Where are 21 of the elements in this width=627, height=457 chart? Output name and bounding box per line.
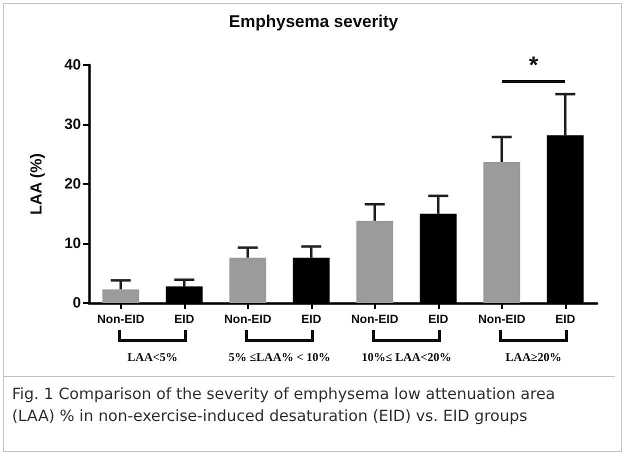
x-tick-label: EID (301, 312, 322, 326)
x-tick-label: EID (428, 312, 449, 326)
y-axis-title: LAA (%) (28, 153, 46, 215)
caption: Fig. 1 Comparison of the severity of emphysema low attenuation area (LAA) % in non-exercise-induced desaturation (EID) vs. EID groups (4, 376, 615, 450)
x-tick-label: Non-EID (97, 312, 145, 326)
y-tick-label: 30 (64, 116, 81, 133)
text: LAA<5% (126, 350, 179, 365)
x-tick-label: EID (555, 312, 576, 326)
text: 10%≤ LAA<20% (360, 350, 452, 365)
annotation: * (528, 52, 540, 80)
y-tick-label: 0 (72, 294, 81, 312)
chart-title: Emphysema severity (228, 12, 399, 31)
x-tick-label: Non-EID (478, 312, 526, 326)
x-tick-label: Non-EID (224, 312, 272, 326)
y-tick-label: 40 (64, 56, 81, 74)
x-tick-label: Non-EID (351, 312, 399, 326)
y-tick-label: 20 (64, 176, 81, 192)
text: LAA≥20% (504, 350, 562, 365)
x-tick-label: EID (174, 312, 195, 326)
y-tick-label: 10 (64, 235, 81, 252)
text: 5% ≤LAA% < 10% (228, 350, 332, 365)
